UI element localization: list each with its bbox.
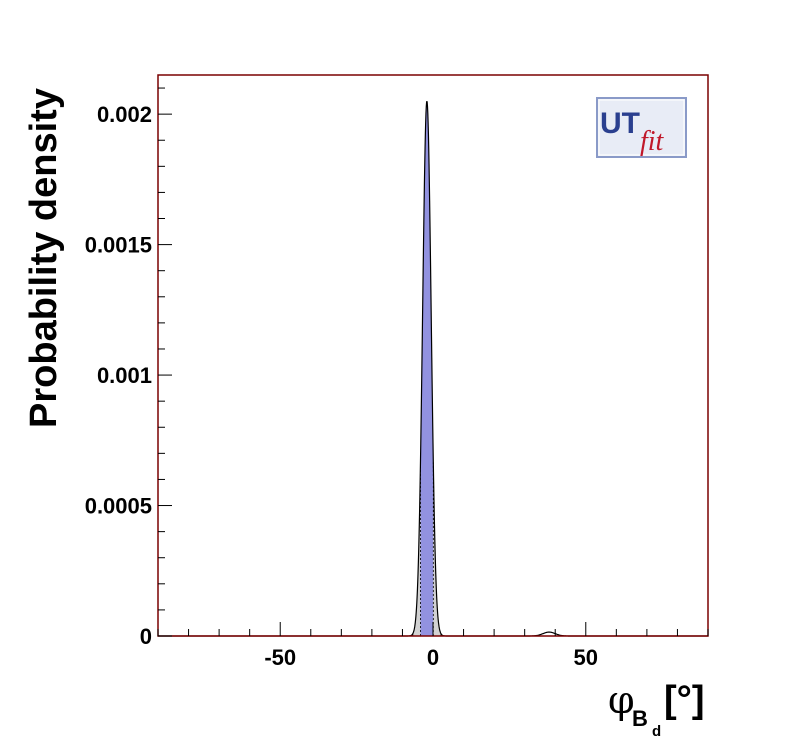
- x-label-unit: [°]: [664, 679, 705, 721]
- y-tick-label: 0.002: [97, 102, 152, 127]
- x-tick-label: 50: [574, 645, 598, 670]
- credibility-regions: [412, 101, 441, 637]
- x-label-subsubscript: d: [652, 723, 661, 740]
- y-tick-label: 0: [140, 624, 152, 649]
- y-axis-label: Probability density: [23, 88, 65, 428]
- x-label-symbol: φ: [608, 678, 635, 722]
- y-tick-label: 0.001: [97, 363, 152, 388]
- y-tick-labels: 0 0.0005 0.001 0.0015 0.002: [85, 102, 152, 649]
- x-axis-label: φ B d [°]: [608, 678, 705, 740]
- y-tick-label: 0.0005: [85, 494, 152, 519]
- utfit-logo: UT fit: [596, 97, 687, 158]
- logo-fit-text: fit: [640, 126, 665, 157]
- x-tick-label: -50: [264, 645, 296, 670]
- x-label-subscript: B: [632, 706, 648, 731]
- y-tick-label: 0.0015: [85, 233, 152, 258]
- axis-ticks: [157, 87, 709, 637]
- logo-ut-text: UT: [600, 107, 640, 140]
- x-tick-labels: -50 0 50: [264, 645, 598, 670]
- x-tick-label: 0: [427, 645, 439, 670]
